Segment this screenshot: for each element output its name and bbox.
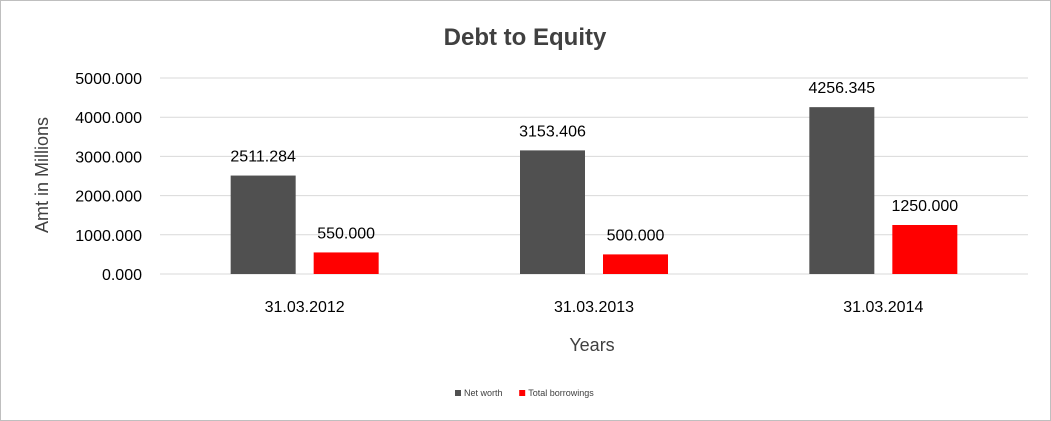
x-axis-ticks: 31.03.2012 31.03.2013 31.03.2014 [265, 299, 924, 316]
bars [230, 107, 958, 274]
bar-net-worth [520, 150, 585, 274]
gridlines [160, 77, 1028, 275]
x-tick-label: 31.03.2013 [554, 299, 634, 316]
y-tick-label: 2000.000 [75, 189, 142, 206]
y-tick-label: 4000.000 [75, 110, 142, 127]
legend: Net worth Total borrowings [455, 388, 594, 398]
y-tick-label: 3000.000 [75, 149, 142, 166]
legend-swatch [519, 390, 526, 396]
legend-label: Net worth [464, 388, 503, 398]
bar-total-borrowings [603, 254, 668, 274]
data-label: 550.000 [317, 225, 375, 242]
y-axis-title: Amt in Millions [32, 117, 52, 233]
bar-net-worth [230, 175, 296, 274]
legend-swatch [455, 390, 461, 396]
data-label: 1250.000 [891, 198, 958, 215]
chart-title: Debt to Equity [444, 24, 607, 51]
y-tick-label: 0.000 [102, 267, 142, 284]
y-tick-label: 1000.000 [75, 228, 142, 245]
data-label: 3153.406 [519, 123, 586, 140]
x-axis-title: Years [569, 335, 614, 355]
bar-net-worth [809, 107, 875, 274]
bar-total-borrowings [313, 252, 379, 274]
y-tick-label: 5000.000 [75, 71, 142, 88]
data-label: 500.000 [607, 227, 665, 244]
x-tick-label: 31.03.2014 [843, 299, 923, 316]
data-label: 4256.345 [808, 80, 875, 97]
y-axis-ticks: 0.000 1000.000 2000.000 3000.000 4000.000 500… [75, 71, 142, 284]
data-labels: 2511.284 550.000 3153.406 500.000 4256.345 12… [230, 80, 958, 244]
bar-total-borrowings [892, 225, 958, 274]
legend-label: Total borrowings [528, 388, 594, 398]
x-tick-label: 31.03.2012 [265, 299, 345, 316]
data-label: 2511.284 [230, 149, 296, 166]
